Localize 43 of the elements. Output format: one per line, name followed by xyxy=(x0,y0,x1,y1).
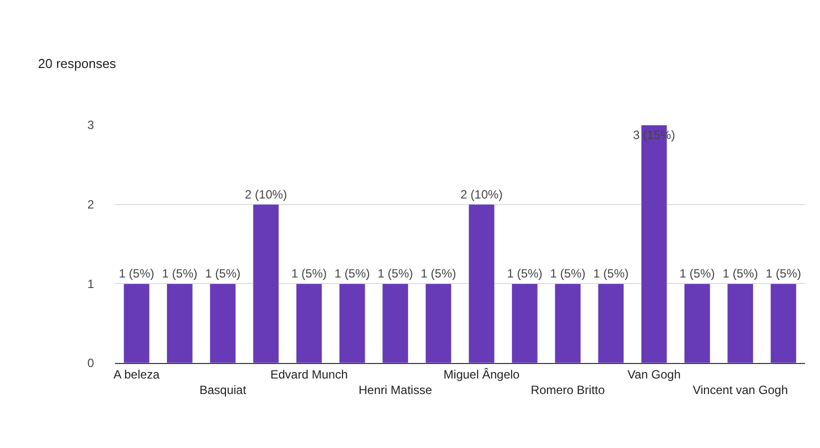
y-tick-label: 0 xyxy=(87,356,94,370)
bar xyxy=(382,283,408,363)
x-tick-label: Vincent van Gogh xyxy=(692,383,788,397)
bar xyxy=(296,283,322,363)
data-label: 1 (5%) xyxy=(550,266,586,281)
bar xyxy=(339,283,366,363)
bar xyxy=(468,204,495,363)
y-tick-label: 2 xyxy=(87,198,94,212)
x-tick-label: Romero Britto xyxy=(530,383,606,397)
data-label: 2 (10%) xyxy=(460,187,503,202)
data-label: 1 (5%) xyxy=(722,266,758,281)
data-label: 1 (5%) xyxy=(507,266,542,281)
data-label: 2 (10%) xyxy=(244,187,287,202)
bar xyxy=(166,283,193,363)
bar xyxy=(554,283,581,363)
data-label: 1 (5%) xyxy=(291,266,327,281)
bar xyxy=(425,283,452,363)
bar xyxy=(210,283,236,363)
data-label: 1 (5%) xyxy=(378,266,413,281)
y-tick-label: 1 xyxy=(87,276,94,291)
data-label: 1 (5%) xyxy=(680,266,715,281)
x-tick-label: Miguel Ângelo xyxy=(444,367,520,382)
bar xyxy=(727,283,754,363)
data-label: 1 (5%) xyxy=(334,266,370,281)
bar xyxy=(512,283,538,363)
y-tick-label: 3 xyxy=(87,118,94,132)
x-tick-label: Basquiat xyxy=(199,383,247,397)
x-tick-label: Edvard Munch xyxy=(270,367,348,382)
data-label: 1 (5%) xyxy=(162,266,198,281)
data-label: 1 (5%) xyxy=(420,266,456,281)
data-label: 1 (5%) xyxy=(118,266,154,281)
bar xyxy=(123,283,150,363)
data-label: 1 (5%) xyxy=(766,266,802,281)
x-tick-label: Van Gogh xyxy=(627,367,681,382)
bar xyxy=(684,283,710,363)
x-tick-label: Henri Matisse xyxy=(358,383,432,397)
bar xyxy=(598,283,624,363)
chart-subtitle: 20 responses xyxy=(38,56,117,71)
bar xyxy=(252,204,280,363)
bar xyxy=(770,283,797,363)
data-label: 1 (5%) xyxy=(205,266,240,281)
data-label: 1 (5%) xyxy=(593,266,629,281)
x-tick-label: A beleza xyxy=(114,367,160,382)
